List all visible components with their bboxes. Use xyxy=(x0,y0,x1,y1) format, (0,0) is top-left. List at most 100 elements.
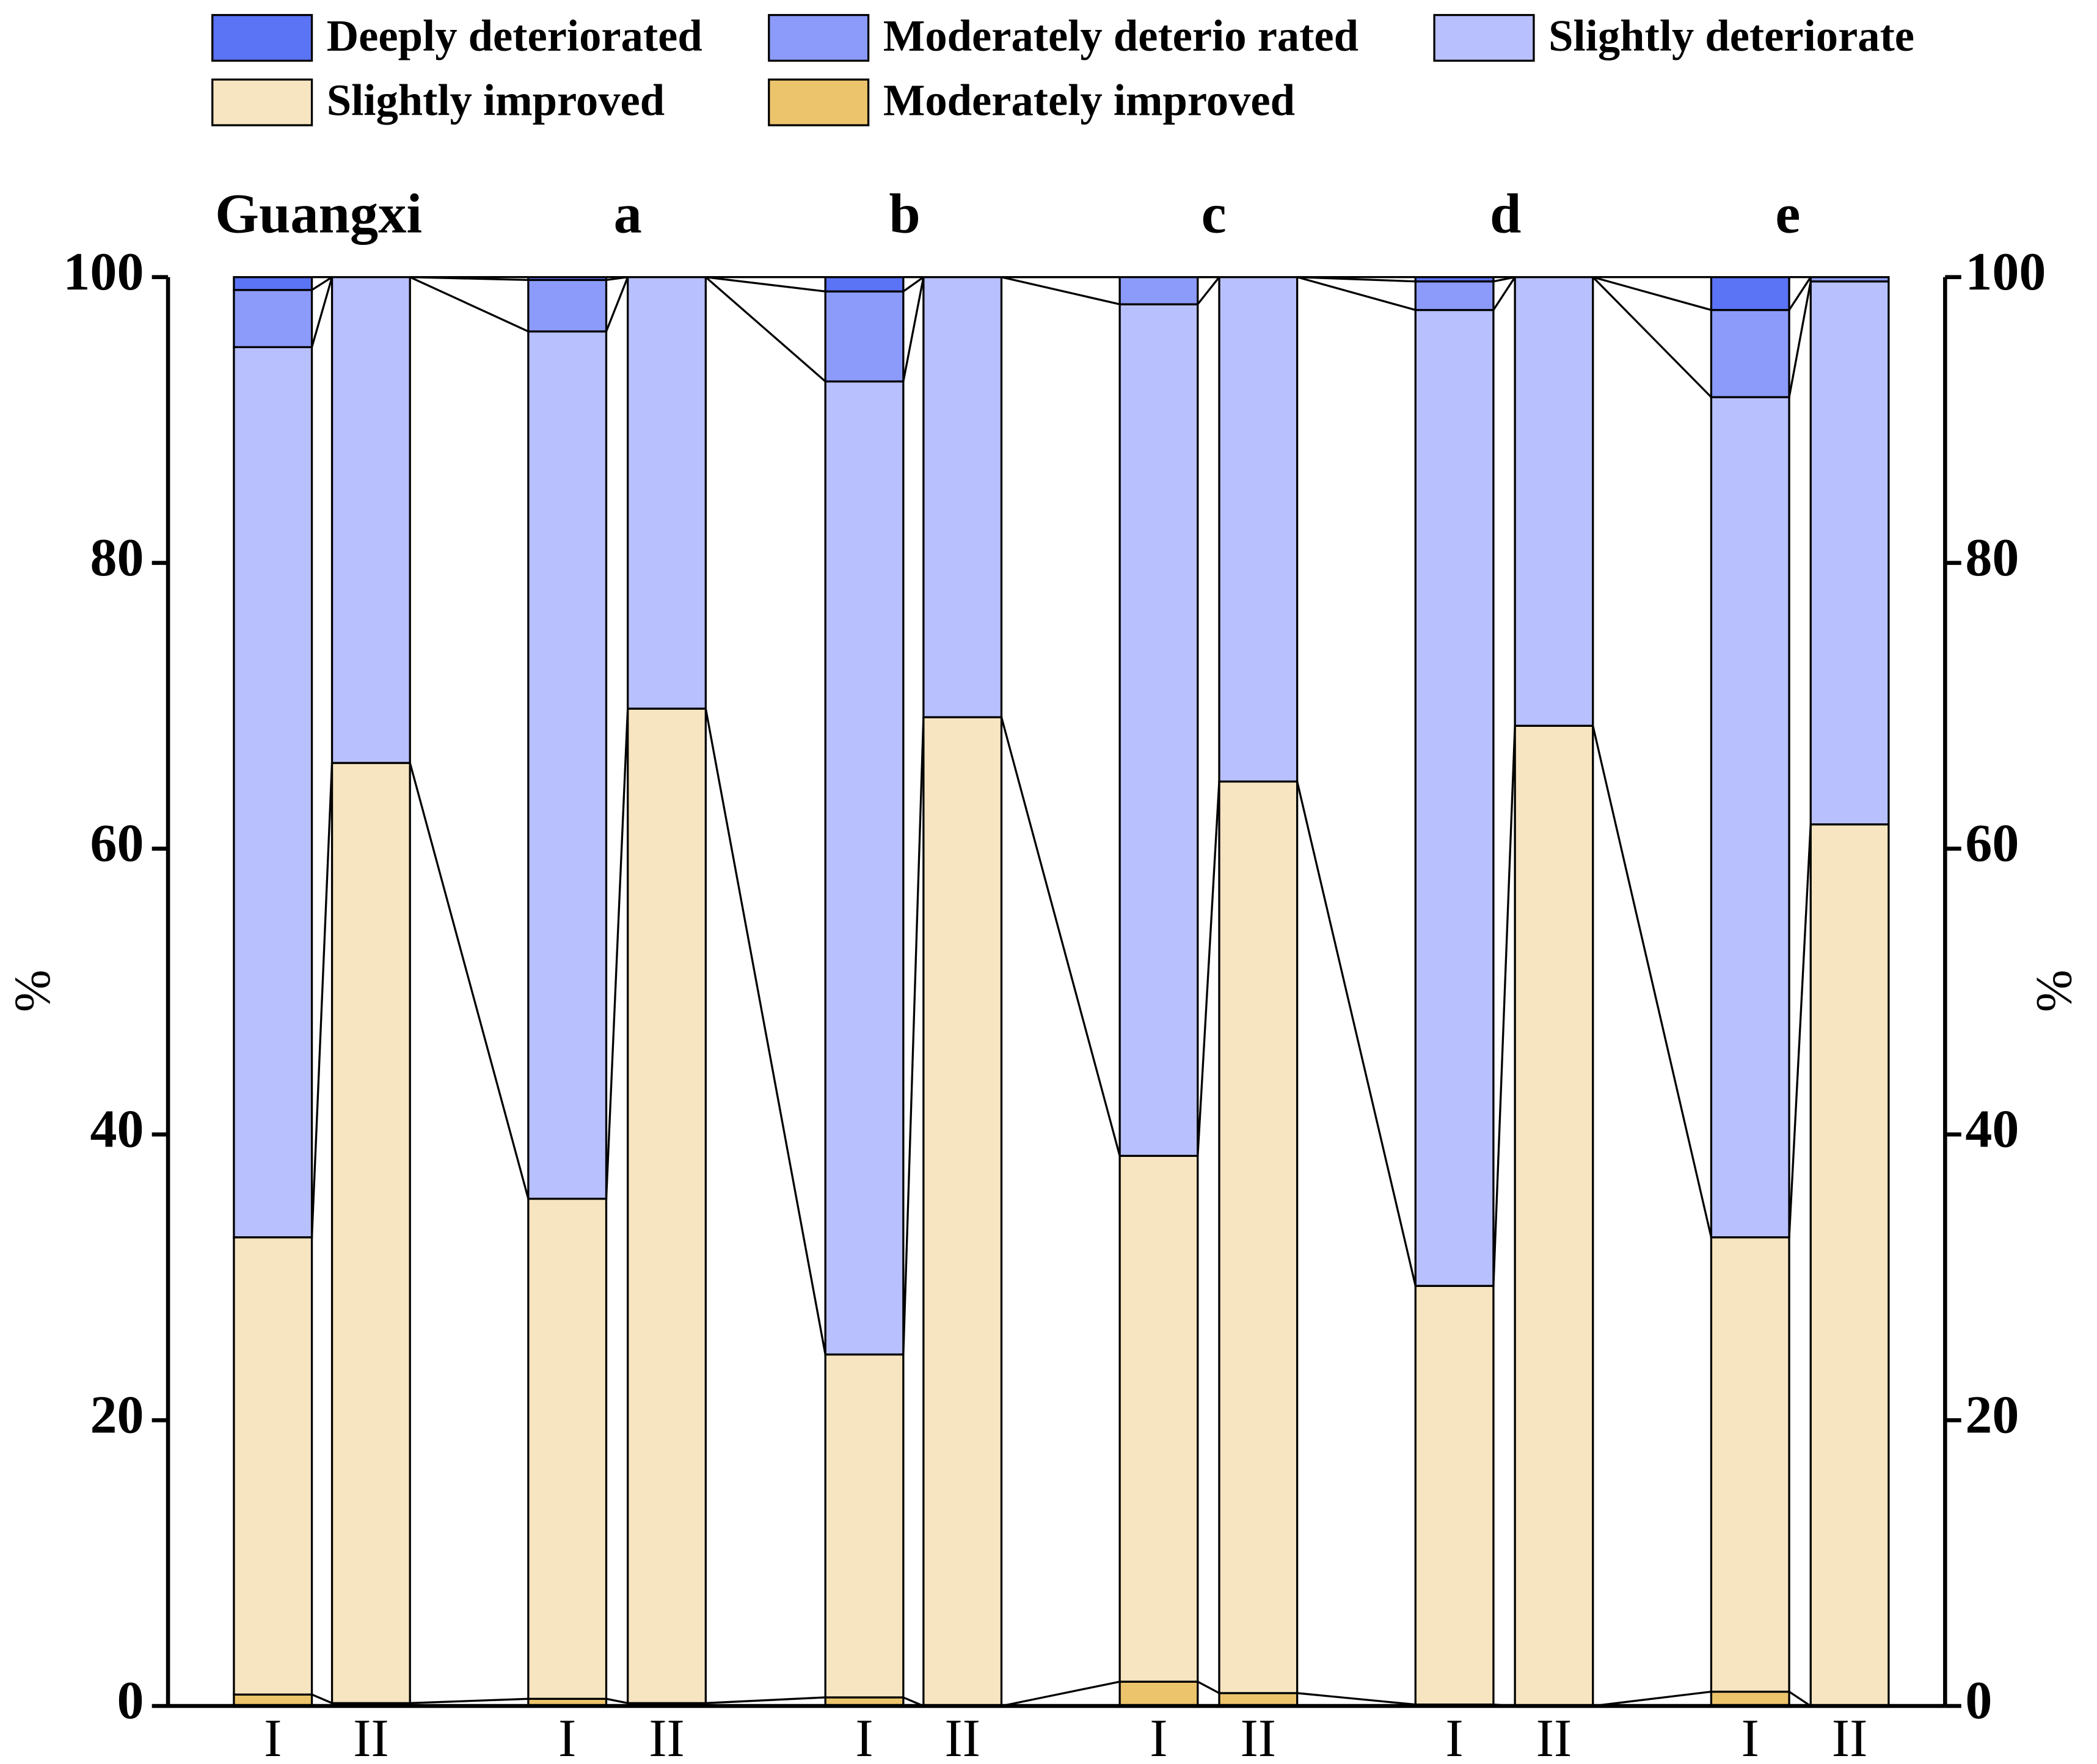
bar-segment xyxy=(1809,823,1890,1707)
link-line xyxy=(1001,276,1120,305)
y-axis-title: % xyxy=(4,969,61,1012)
y2-tick-label: 0 xyxy=(1965,1671,1992,1730)
bar-segment xyxy=(527,330,608,1200)
bar-segment xyxy=(527,276,608,282)
group-label: c xyxy=(1202,182,1227,244)
link-line xyxy=(1492,276,1516,311)
bar-segment xyxy=(1710,308,1790,398)
link-line xyxy=(1592,1690,1712,1707)
bar-segment xyxy=(233,1236,313,1696)
link-line xyxy=(310,762,334,1237)
bar-segment xyxy=(627,276,707,710)
link-line xyxy=(902,276,924,293)
x-tick-label: I xyxy=(1445,1709,1463,1764)
bar-segment xyxy=(1710,396,1790,1239)
x-tick-label: I xyxy=(1741,1709,1759,1764)
link-line xyxy=(1197,276,1220,305)
y-tick-label: 80 xyxy=(90,528,144,588)
y-tick-label: 0 xyxy=(117,1671,144,1730)
x-tick-label: II xyxy=(353,1709,389,1764)
link-line xyxy=(1001,1680,1120,1707)
link-line xyxy=(311,1693,333,1704)
bar-segment xyxy=(233,346,313,1239)
x-tick-label: I xyxy=(558,1709,576,1764)
bar-segment xyxy=(1710,1690,1790,1707)
x-tick-label: II xyxy=(944,1709,980,1764)
bar-segment xyxy=(922,276,1003,718)
legend-label: Slightly deteriorate xyxy=(1548,11,1914,60)
bar-segment xyxy=(1710,276,1790,312)
link-line xyxy=(1592,725,1713,1238)
link-line xyxy=(902,717,925,1355)
legend-swatch xyxy=(768,78,870,126)
link-line xyxy=(409,276,529,333)
bar-segment xyxy=(1118,276,1199,305)
link-line xyxy=(1788,276,1812,311)
bar-segment xyxy=(233,289,313,348)
link-line xyxy=(1197,781,1220,1156)
y-tick-label: 100 xyxy=(63,242,144,302)
y2-tick-label: 20 xyxy=(1965,1385,2019,1445)
link-line xyxy=(1788,281,1812,398)
y2-tick-label: 80 xyxy=(1965,528,2019,588)
link-line xyxy=(1592,276,1712,398)
bar-segment xyxy=(330,276,411,764)
bar-segment xyxy=(1414,276,1495,283)
bar-segment xyxy=(1514,724,1594,1707)
bar-segment xyxy=(330,762,411,1704)
link-line xyxy=(705,276,826,382)
link-line xyxy=(310,277,334,348)
link-line xyxy=(706,1696,826,1704)
bar-segment xyxy=(1118,303,1199,1157)
group-label: b xyxy=(889,182,920,244)
bar-segment xyxy=(824,380,905,1356)
bar-segment xyxy=(1414,1285,1495,1706)
bar-segment xyxy=(1218,780,1299,1694)
link-line xyxy=(1492,726,1516,1286)
x-tick-label: I xyxy=(855,1709,873,1764)
group-label: d xyxy=(1490,182,1521,244)
bar-segment xyxy=(1414,280,1495,312)
legend-label: Moderately deterio rated xyxy=(883,11,1358,60)
link-line xyxy=(1789,1691,1812,1707)
bar-segment xyxy=(627,707,707,1704)
legend-swatch xyxy=(211,13,313,62)
link-line xyxy=(1197,1680,1220,1694)
link-line xyxy=(706,276,826,293)
legend-swatch xyxy=(768,13,870,62)
link-line xyxy=(902,277,925,382)
bar-segment xyxy=(1809,276,1890,283)
link-line xyxy=(605,709,629,1199)
bar-segment xyxy=(1710,1236,1790,1693)
bar-segment xyxy=(1218,276,1299,783)
link-line xyxy=(1788,824,1812,1237)
legend-swatch xyxy=(211,78,313,126)
y-tick-label: 60 xyxy=(90,814,144,873)
link-line xyxy=(606,1697,629,1704)
legend-label: Slightly improved xyxy=(327,76,665,125)
link-line xyxy=(704,708,826,1355)
bar-segment xyxy=(1809,280,1890,826)
y2-tick-label: 40 xyxy=(1965,1099,2019,1159)
group-label: a xyxy=(614,182,642,244)
x-tick-label: II xyxy=(649,1709,685,1764)
x-tick-label: I xyxy=(264,1709,282,1764)
link-line xyxy=(1592,276,1712,312)
y-tick-label: 40 xyxy=(90,1099,144,1159)
group-label: Guangxi xyxy=(215,182,422,244)
bar-segment xyxy=(527,279,608,333)
x-tick-label: II xyxy=(1536,1709,1572,1764)
y2-tick-label: 100 xyxy=(1965,242,2046,302)
bar-segment xyxy=(824,1353,905,1699)
bar-segment xyxy=(1514,276,1594,727)
legend-label: Moderately improved xyxy=(883,76,1295,125)
link-line xyxy=(410,1697,528,1704)
legend-swatch xyxy=(1433,13,1535,62)
link-line xyxy=(1296,781,1417,1286)
link-line xyxy=(605,277,629,332)
bar-segment xyxy=(1414,308,1495,1287)
bar-segment xyxy=(233,276,313,291)
x-tick-label: II xyxy=(1240,1709,1276,1764)
link-line xyxy=(1297,1692,1416,1706)
